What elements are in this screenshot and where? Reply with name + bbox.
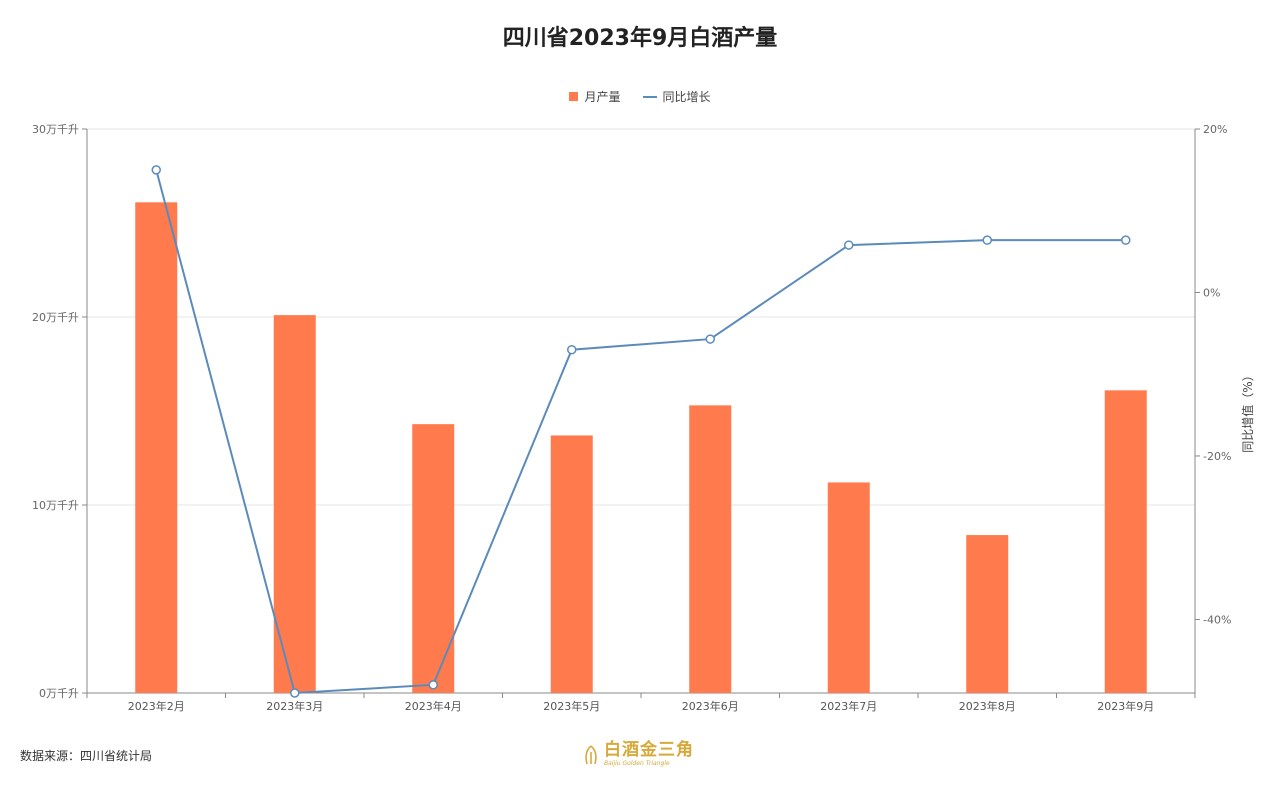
- x-tick-label: 2023年5月: [543, 699, 600, 713]
- bar-monthly-output: [273, 315, 316, 693]
- legend-label-bar: 月产量: [584, 90, 621, 104]
- right-tick-label: -20%: [1203, 450, 1231, 463]
- x-tick-label: 2023年4月: [405, 699, 462, 713]
- left-tick-label: 10万千升: [32, 499, 79, 512]
- yoy-growth-point: [705, 334, 715, 344]
- yoy-growth-point: [151, 165, 161, 175]
- bar-monthly-output: [550, 435, 593, 693]
- yoy-growth-point: [982, 235, 992, 245]
- bar-monthly-output: [689, 405, 732, 693]
- logo-icon: [585, 744, 597, 764]
- x-tick-label: 2023年3月: [266, 699, 323, 713]
- x-tick-label: 2023年2月: [128, 699, 185, 713]
- yoy-growth-point: [290, 688, 300, 698]
- x-tick-label: 2023年6月: [682, 699, 739, 713]
- right-axis-label: 同比增值（%）: [1240, 369, 1255, 452]
- x-tick-label: 2023年8月: [959, 699, 1016, 713]
- logo-text-cn: 白酒金三角: [604, 740, 694, 760]
- yoy-growth-point: [844, 240, 854, 250]
- chart-title: 四川省2023年9月白酒产量: [502, 26, 778, 51]
- combo-chart: 0万千升 10万千升 20万千升 30万千升 -40% -20% 0% 20% 同比增值（%） 2…: [32, 123, 1255, 713]
- legend-line-swatch: [642, 95, 657, 98]
- x-tick-label: 2023年7月: [820, 699, 877, 713]
- brand-logo: 白酒金三角 Baijiu Golden Triangle: [582, 742, 694, 767]
- left-tick-label: 30万千升: [32, 123, 79, 136]
- left-tick-label: 20万千升: [32, 311, 79, 324]
- legend-item-line[interactable]: 同比增长: [642, 88, 711, 105]
- legend-label-line: 同比增长: [662, 90, 711, 104]
- data-source-note: 数据来源：四川省统计局: [20, 749, 153, 763]
- left-tick-label: 0万千升: [39, 687, 79, 700]
- bar-monthly-output: [827, 482, 870, 693]
- chart-legend: 月产量 同比增长: [0, 88, 1280, 105]
- logo-text-en: Baijiu Golden Triangle: [604, 760, 670, 767]
- yoy-growth-point: [1121, 235, 1131, 245]
- yoy-growth-point: [567, 344, 577, 355]
- yoy-growth-line: [155, 169, 1126, 695]
- right-tick-label: -40%: [1203, 613, 1231, 626]
- bar-monthly-output: [135, 202, 178, 693]
- bar-monthly-output: [1104, 390, 1147, 693]
- bar-monthly-output: [966, 535, 1009, 693]
- right-tick-label: 20%: [1203, 123, 1227, 136]
- bar-monthly-output: [412, 424, 455, 693]
- x-tick-label: 2023年9月: [1097, 699, 1154, 713]
- yoy-growth-point: [428, 680, 438, 690]
- legend-bar-swatch: [569, 92, 579, 101]
- legend-item-bar[interactable]: 月产量: [569, 88, 621, 105]
- right-tick-label: 0%: [1203, 286, 1220, 299]
